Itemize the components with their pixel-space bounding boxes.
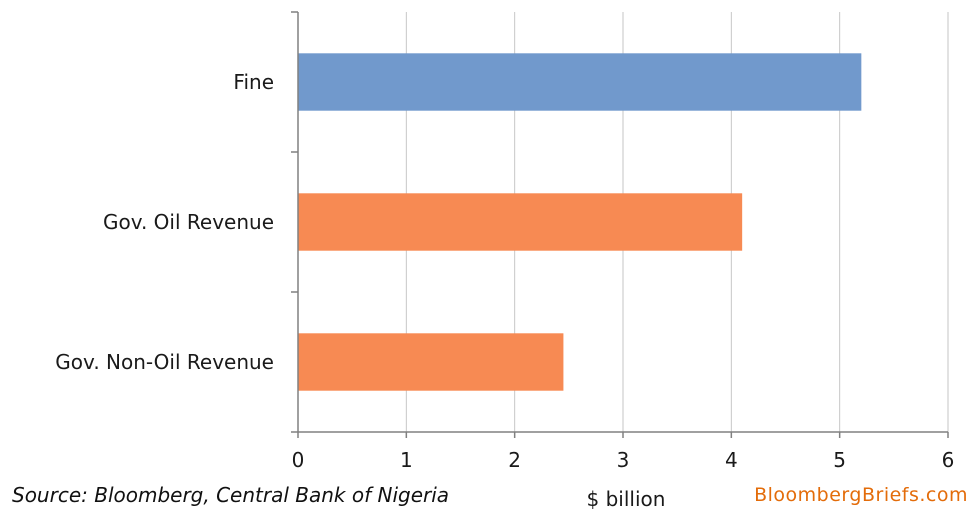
bar-1 — [298, 193, 743, 251]
x-tick-label-1: 1 — [400, 448, 413, 472]
bars — [298, 53, 862, 391]
x-tick-label-6: 6 — [942, 448, 955, 472]
category-label-2: Gov. Non-Oil Revenue — [55, 350, 274, 374]
category-label-1: Gov. Oil Revenue — [103, 210, 274, 234]
x-tick-label-0: 0 — [292, 448, 305, 472]
bar-2 — [298, 333, 564, 391]
ticks: 0 1 2 3 4 5 6 — [291, 11, 955, 472]
x-tick-label-3: 3 — [617, 448, 630, 472]
brand-logo: BloombergBriefs.com — [754, 484, 968, 506]
source-note: Source: Bloomberg, Central Bank of Niger… — [12, 483, 450, 507]
category-labels: Fine Gov. Oil Revenue Gov. Non-Oil Revenue — [55, 70, 274, 374]
x-axis-title: $ billion — [587, 487, 666, 511]
x-tick-label-5: 5 — [833, 448, 846, 472]
x-tick-label-2: 2 — [508, 448, 521, 472]
x-tick-label-4: 4 — [725, 448, 738, 472]
category-label-0: Fine — [233, 70, 274, 94]
bar-0 — [298, 53, 862, 111]
